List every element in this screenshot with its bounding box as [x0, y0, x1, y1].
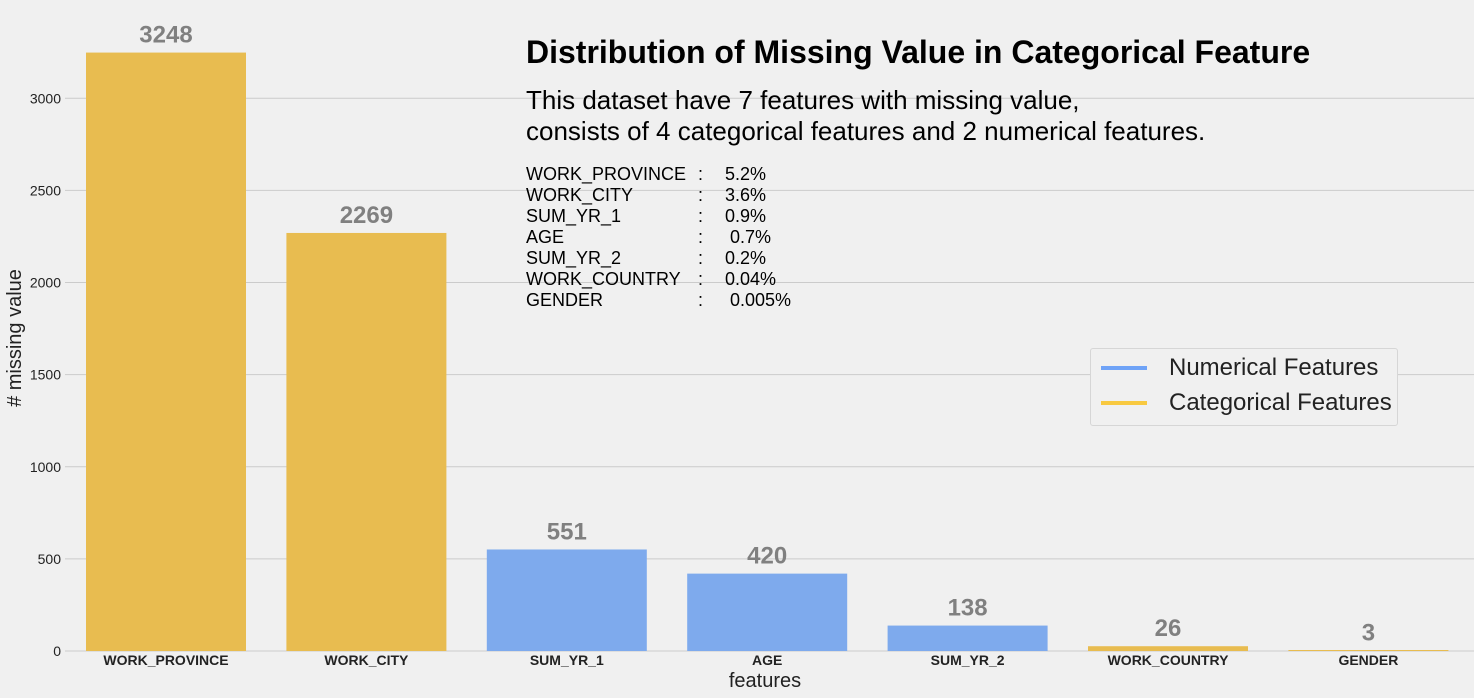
bars — [86, 52, 1449, 652]
percentage-row: WORK_CITY: 3.6% — [526, 185, 791, 206]
data-label: 2269 — [340, 202, 393, 229]
separator: : — [698, 290, 704, 310]
y-tick-label: 0 — [53, 643, 61, 659]
y-tick-label: 1500 — [30, 367, 61, 383]
percentage-row: SUM_YR_1: 0.9% — [526, 206, 791, 227]
missing-percentage: 0.2% — [725, 248, 767, 268]
feature-name: WORK_CITY — [526, 185, 634, 205]
feature-name: SUM_YR_1 — [526, 206, 622, 226]
separator: : — [698, 269, 704, 289]
y-tick-label: 2500 — [30, 182, 61, 198]
title-block: Distribution of Missing Value in Categor… — [526, 34, 1310, 147]
data-label: 420 — [747, 543, 787, 570]
data-label: 138 — [948, 595, 988, 622]
chart-title: Distribution of Missing Value in Categor… — [526, 34, 1311, 70]
missing-percentage-annotation: WORK_PROVINCE:5.2% WORK_CITY:3.6% SUM_YR_1… — [526, 164, 791, 311]
separator: : — [698, 185, 704, 205]
legend-item-categorical: Categorical Features — [1101, 389, 1392, 417]
bar-sum-yr-2 — [887, 625, 1048, 651]
percentage-row: WORK_PROVINCE: 5.2% — [526, 164, 791, 185]
y-tick-label: 2000 — [30, 275, 61, 291]
feature-name: WORK_COUNTRY — [526, 269, 681, 289]
separator: : — [698, 206, 704, 226]
legend-label: Categorical Features — [1169, 389, 1392, 416]
x-tick-label: WORK_PROVINCE — [103, 652, 228, 668]
data-label: 3248 — [139, 22, 192, 49]
subtitle-line: This dataset have 7 features with missin… — [526, 85, 1080, 115]
x-tick-label: WORK_CITY — [324, 652, 409, 668]
y-tick-label: 500 — [38, 551, 62, 567]
y-tick-label: 3000 — [30, 90, 61, 106]
missing-percentage: 0.005% — [725, 290, 792, 310]
data-label: 551 — [547, 518, 587, 545]
subtitle-line: consists of 4 categorical features and 2… — [526, 116, 1206, 146]
x-tick-label: GENDER — [1338, 652, 1398, 668]
x-tick-label: WORK_COUNTRY — [1108, 652, 1229, 668]
y-axis-label: # missing value — [4, 269, 26, 407]
data-label: 3 — [1362, 619, 1375, 646]
x-tick-label: SUM_YR_2 — [931, 652, 1005, 668]
bar-work-country — [1088, 646, 1248, 651]
feature-name: WORK_PROVINCE — [526, 164, 687, 184]
missing-percentage: 5.2% — [725, 164, 767, 184]
feature-name: AGE — [526, 227, 565, 247]
data-label: 26 — [1155, 615, 1182, 642]
x-axis-label: features — [729, 670, 801, 692]
percentage-row: SUM_YR_2: 0.2% — [526, 248, 791, 269]
legend-swatch-categorical — [1101, 401, 1147, 405]
data-labels: 3248 2269 551 420 138 26 3 — [139, 22, 1375, 647]
percentage-row: WORK_COUNTRY: 0.04% — [526, 269, 791, 290]
bar-work-city — [286, 232, 447, 652]
missing-percentage: 3.6% — [725, 185, 767, 205]
x-tick-label: SUM_YR_1 — [530, 652, 604, 668]
x-tick-label: AGE — [752, 652, 782, 668]
percentage-row: GENDER: 0.005% — [526, 290, 791, 311]
missing-percentage: 0.9% — [725, 206, 767, 226]
separator: : — [698, 248, 704, 268]
feature-name: GENDER — [526, 290, 604, 310]
separator: : — [698, 227, 704, 247]
missing-percentage: 0.04% — [725, 269, 777, 289]
legend-item-numerical: Numerical Features — [1101, 354, 1378, 382]
separator: : — [698, 164, 704, 184]
bar-age — [687, 573, 848, 651]
bar-work-province — [86, 52, 246, 651]
missing-percentage: 0.7% — [725, 227, 772, 247]
legend-label: Numerical Features — [1169, 354, 1379, 381]
chart-subtitle: This dataset have 7 features with missin… — [526, 85, 1310, 147]
bar-gender — [1288, 650, 1449, 651]
percentage-row: AGE: 0.7% — [526, 227, 791, 248]
bar-sum-yr-1 — [486, 549, 647, 651]
legend: Numerical Features Categorical Features — [1090, 348, 1398, 426]
feature-name: SUM_YR_2 — [526, 248, 622, 268]
legend-swatch-numerical — [1101, 366, 1147, 370]
y-tick-label: 1000 — [30, 459, 61, 475]
